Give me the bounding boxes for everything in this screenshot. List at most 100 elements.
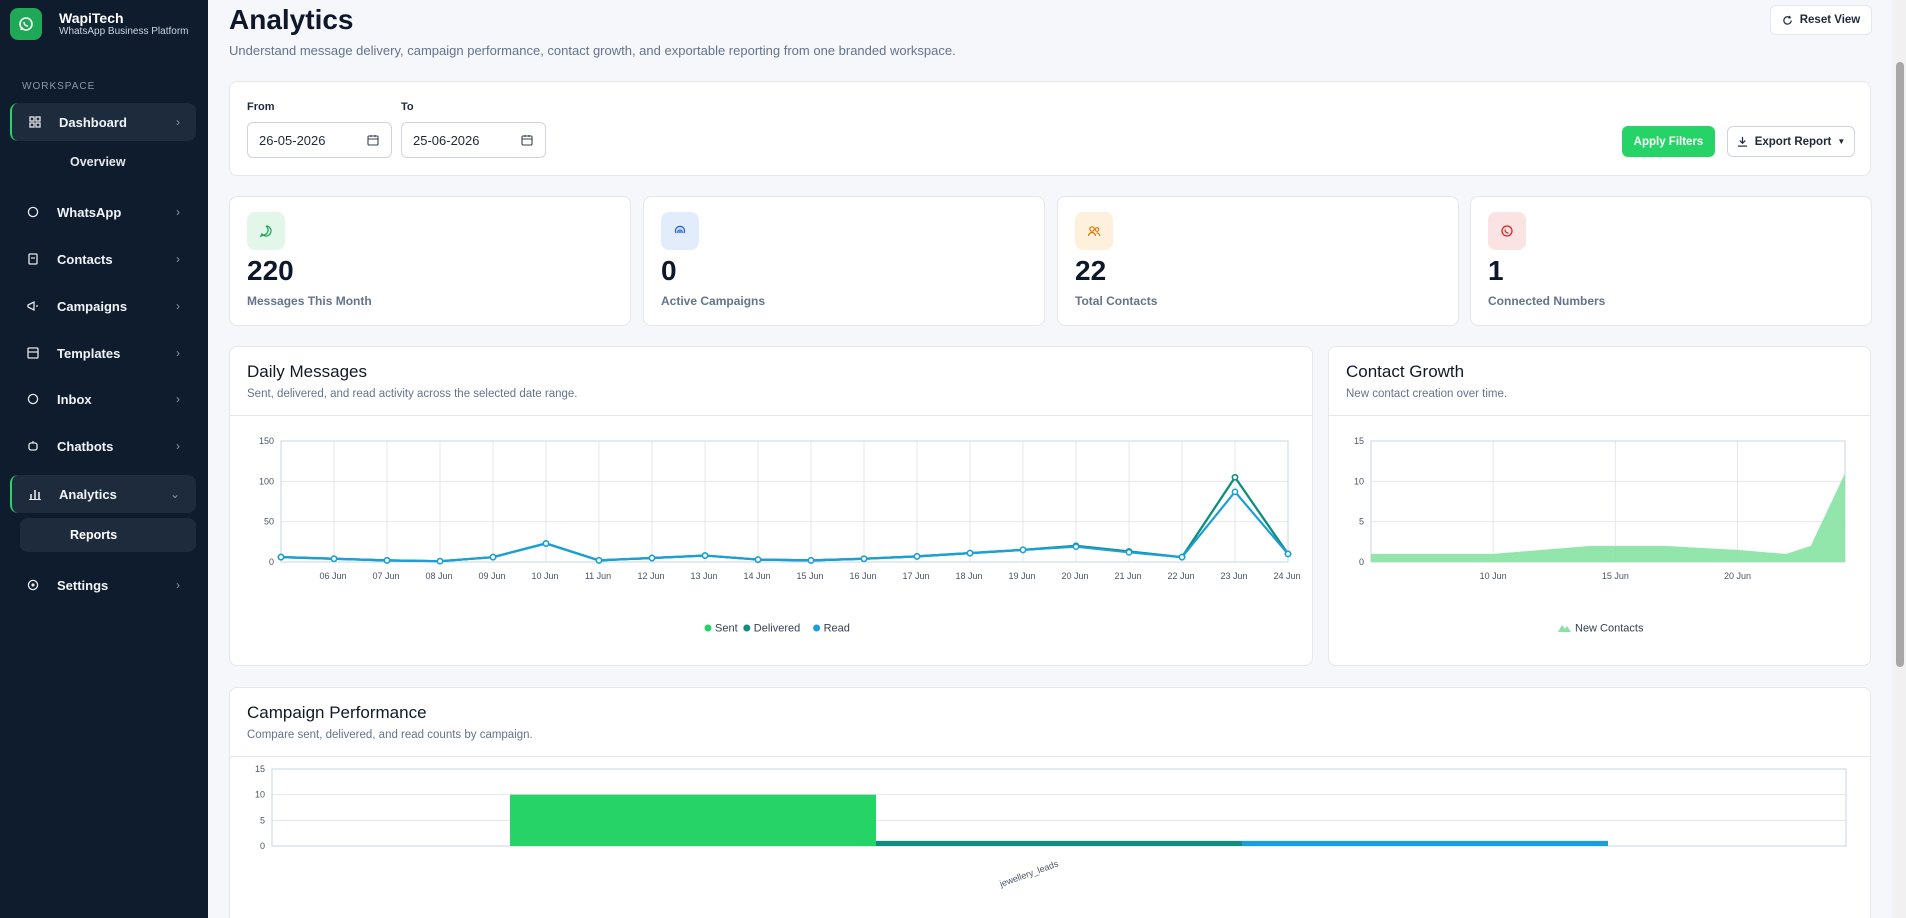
sidebar-item-label: WhatsApp xyxy=(57,204,122,220)
x-tick-label: 11 Jun xyxy=(585,571,611,581)
x-tick-label: 22 Jun xyxy=(1167,571,1194,581)
whatsapp-icon xyxy=(1488,212,1526,250)
data-point xyxy=(754,556,762,563)
x-tick-label: 15 Jun xyxy=(1602,571,1629,581)
to-date-input[interactable]: 25-06-2026 xyxy=(401,122,546,158)
x-tick-label: 23 Jun xyxy=(1220,571,1247,581)
refresh-icon xyxy=(1783,15,1792,25)
data-point xyxy=(542,540,550,547)
y-tick-label: 5 xyxy=(260,815,265,825)
stat-label: Active Campaigns xyxy=(661,294,766,308)
data-point xyxy=(383,557,391,564)
y-tick-label: 100 xyxy=(259,476,274,486)
sidebar-item-label: Templates xyxy=(57,345,121,361)
export-report-button[interactable]: Export Report ▼ xyxy=(1727,126,1855,157)
x-tick-label: 15 Jun xyxy=(796,571,823,581)
y-tick-label: 10 xyxy=(1354,476,1364,486)
data-point xyxy=(807,557,815,564)
from-date-input[interactable]: 26-05-2026 xyxy=(247,122,392,158)
y-tick-label: 0 xyxy=(260,841,265,851)
data-point xyxy=(1178,553,1186,561)
contact-growth-card: Contact Growth New contact creation over… xyxy=(1328,346,1871,666)
sidebar: WapiTech WhatsApp Business Platform WORK… xyxy=(0,0,208,918)
sidebar-item-settings[interactable]: Settings › xyxy=(10,566,196,604)
data-point xyxy=(595,557,603,564)
to-label: To xyxy=(401,101,414,113)
x-tick-label: 14 Jun xyxy=(743,571,770,581)
chevron-right-icon: › xyxy=(176,346,180,360)
campaign-performance-card: Campaign Performance Compare sent, deliv… xyxy=(229,687,1871,918)
x-tick-label: 24 Jun xyxy=(1273,571,1300,581)
workspace-section-label: WORKSPACE xyxy=(22,81,96,92)
to-date-value: 25-06-2026 xyxy=(413,132,480,148)
export-report-label: Export Report xyxy=(1754,135,1832,148)
stat-value: 0 xyxy=(661,255,677,286)
y-tick-label: 15 xyxy=(255,764,265,774)
x-tick-label: 10 Jun xyxy=(1480,571,1507,581)
divider xyxy=(1329,415,1870,416)
sidebar-item-label: Inbox xyxy=(57,391,92,407)
whatsapp-logo-icon xyxy=(10,8,42,40)
area-series xyxy=(1371,473,1845,562)
sidebar-subitem-overview[interactable]: Overview xyxy=(70,155,126,169)
x-tick-label: 09 Jun xyxy=(478,571,505,581)
sidebar-item-whatsapp[interactable]: WhatsApp › xyxy=(10,193,196,231)
sidebar-item-label: Campaigns xyxy=(57,298,128,314)
data-point xyxy=(277,553,285,561)
chart-title: Contact Growth xyxy=(1346,362,1465,381)
campaign-performance-chart: 0 5 10 15 jewellery_leads xyxy=(255,764,1847,889)
sidebar-item-campaigns[interactable]: Campaigns › xyxy=(10,287,196,325)
sidebar-item-templates[interactable]: Templates › xyxy=(10,334,196,372)
data-point xyxy=(701,552,709,559)
stat-label: Messages This Month xyxy=(247,294,372,308)
stat-label: Connected Numbers xyxy=(1488,294,1606,308)
data-point xyxy=(1231,473,1239,481)
x-tick-label: 12 Jun xyxy=(637,571,664,581)
chevron-down-icon: ⌄ xyxy=(169,487,180,501)
y-tick-label: 50 xyxy=(264,517,274,527)
x-tick-label: 07 Jun xyxy=(372,571,399,581)
reset-view-button[interactable]: Reset View xyxy=(1770,5,1872,35)
bar xyxy=(510,794,876,846)
gear-icon xyxy=(26,578,40,592)
data-point xyxy=(1019,546,1027,554)
data-point xyxy=(436,557,444,565)
divider xyxy=(230,756,1870,757)
page-title: Analytics xyxy=(229,4,354,35)
chevron-right-icon: › xyxy=(176,252,180,266)
chart-title: Daily Messages xyxy=(247,362,367,381)
stat-value: 220 xyxy=(247,255,294,286)
x-tick-label: 21 Jun xyxy=(1114,571,1141,581)
apply-filters-button[interactable]: Apply Filters xyxy=(1622,126,1715,157)
daily-messages-card: Daily Messages Sent, delivered, and read… xyxy=(229,346,1313,666)
page-subtitle: Understand message delivery, campaign pe… xyxy=(229,43,956,58)
series-line xyxy=(280,490,1289,563)
stat-card-messages: 220 Messages This Month xyxy=(229,196,631,326)
legend-label: Sent xyxy=(715,623,738,635)
y-tick-label: 0 xyxy=(1359,557,1364,567)
sidebar-item-analytics[interactable]: Analytics ⌄ xyxy=(10,475,196,513)
data-point xyxy=(489,553,497,561)
sidebar-item-contacts[interactable]: Contacts › xyxy=(10,240,196,278)
x-tick-label: 20 Jun xyxy=(1061,571,1088,581)
chevron-right-icon: › xyxy=(176,205,180,219)
scrollbar-thumb[interactable] xyxy=(1896,62,1904,667)
chevron-right-icon: › xyxy=(176,115,180,129)
sidebar-subitem-reports[interactable]: Reports xyxy=(20,518,196,552)
chart-title: Campaign Performance xyxy=(247,703,427,722)
chart-subtitle: Sent, delivered, and read activity acros… xyxy=(247,388,578,400)
stat-label: Total Contacts xyxy=(1075,294,1158,308)
chevron-right-icon: › xyxy=(176,439,180,453)
stat-card-numbers: 1 Connected Numbers xyxy=(1470,196,1872,326)
legend-marker xyxy=(704,624,712,632)
sidebar-item-chatbots[interactable]: Chatbots › xyxy=(10,427,196,465)
divider xyxy=(230,415,1312,416)
brand[interactable]: WapiTech WhatsApp Business Platform xyxy=(0,0,208,48)
data-point xyxy=(1125,548,1133,556)
sidebar-item-inbox[interactable]: Inbox › xyxy=(10,380,196,418)
sidebar-subitem-label: Reports xyxy=(70,528,118,542)
from-label: From xyxy=(247,101,275,113)
dashboard-icon xyxy=(28,115,42,129)
sidebar-item-dashboard[interactable]: Dashboard › xyxy=(10,103,196,141)
brand-subtitle: WhatsApp Business Platform xyxy=(59,26,189,37)
